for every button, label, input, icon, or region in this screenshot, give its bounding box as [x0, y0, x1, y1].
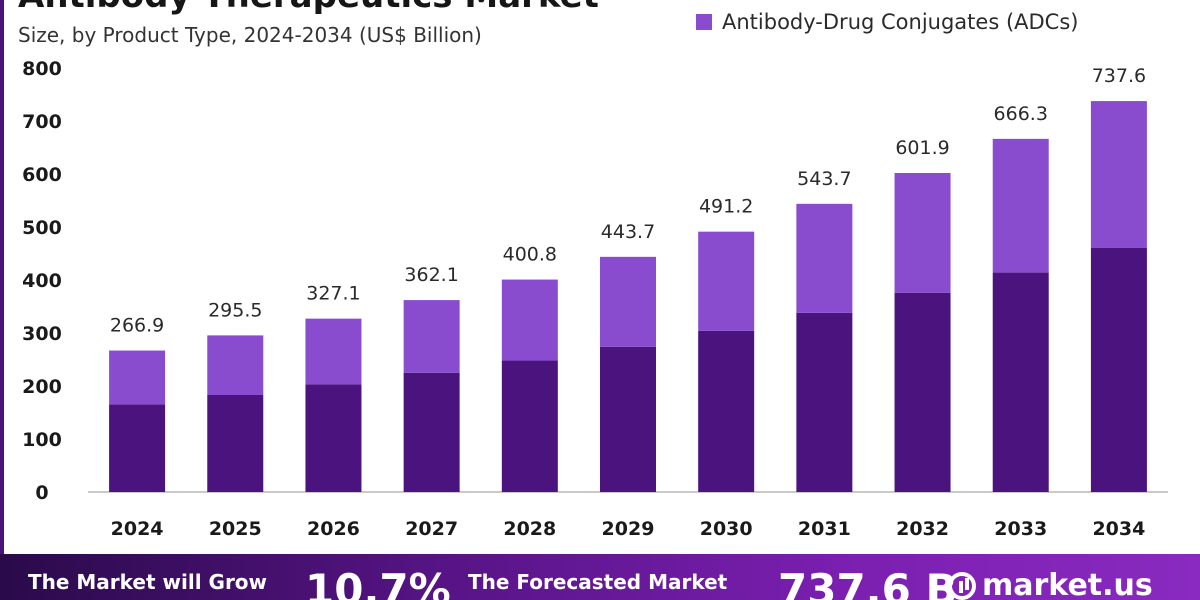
y-tick-label: 800: [22, 58, 62, 80]
bar-segment-adcs: [894, 172, 951, 293]
bar-segment-bottom: [403, 372, 460, 492]
y-tick-label: 500: [22, 217, 62, 239]
bar-segment-adcs: [1090, 101, 1147, 248]
bar-total-label: 491.2: [699, 196, 753, 218]
footer-banner: The Market will Grow 10.7% The Forecaste…: [0, 554, 1200, 600]
bar-segment-bottom: [305, 384, 362, 492]
bar-segment-bottom: [698, 330, 755, 492]
bar-segment-adcs: [403, 300, 460, 373]
y-tick-label: 0: [35, 482, 48, 504]
bar-total-label: 400.8: [503, 244, 557, 266]
bar-total-label: 543.7: [797, 168, 851, 190]
growth-value: 10.7%: [305, 565, 451, 600]
y-tick-label: 200: [22, 376, 62, 398]
x-tick-label: 2030: [700, 518, 753, 540]
y-tick-label: 100: [22, 429, 62, 451]
y-tick-label: 400: [22, 270, 62, 292]
left-accent-bar: [0, 0, 4, 555]
x-tick-label: 2033: [994, 518, 1047, 540]
bar-total-label: 362.1: [404, 264, 458, 286]
x-tick-label: 2031: [798, 518, 851, 540]
bar-segment-adcs: [109, 350, 166, 405]
bar-total-label: 666.3: [994, 103, 1048, 125]
bar-segment-adcs: [501, 279, 558, 361]
x-tick-label: 2029: [602, 518, 655, 540]
x-tick-label: 2024: [111, 518, 164, 540]
chart-title: Antibody Therapeutics Market: [18, 0, 599, 16]
bar-segment-adcs: [796, 203, 853, 313]
bar-segment-bottom: [600, 346, 656, 492]
bar-segment-bottom: [501, 360, 558, 492]
market-us-logo-icon: [948, 571, 976, 600]
bar-segment-bottom: [1090, 247, 1147, 492]
bar-segment-bottom: [109, 404, 166, 492]
chart-subtitle: Size, by Product Type, 2024-2034 (US$ Bi…: [18, 23, 482, 47]
bar-total-label: 295.5: [208, 299, 262, 321]
bar-segment-adcs: [992, 138, 1049, 273]
bar-total-label: 266.9: [110, 315, 164, 337]
bar-chart: 0 100 200 300 400 500 600 700 800 266.9 2024 295.5 2…: [22, 58, 1168, 540]
bar-segment-bottom: [894, 292, 951, 492]
bar-total-label: 443.7: [601, 221, 655, 243]
forecast-text: The Forecasted Market: [468, 570, 728, 594]
brand-name: market.us: [982, 568, 1153, 600]
bar-segment-bottom: [992, 272, 1049, 492]
legend-label-adcs: Antibody-Drug Conjugates (ADCs): [722, 10, 1079, 34]
x-tick-label: 2026: [307, 518, 360, 540]
brand-logo[interactable]: market.us: [948, 568, 1153, 600]
x-tick-label: 2034: [1092, 518, 1145, 540]
y-tick-label: 300: [22, 323, 62, 345]
bar-segment-adcs: [698, 231, 755, 331]
bar-segment-bottom: [796, 312, 853, 492]
bar-total-label: 601.9: [895, 137, 949, 159]
x-tick-label: 2025: [209, 518, 262, 540]
bar-segment-adcs: [600, 256, 656, 347]
legend: Antibody-Drug Conjugates (ADCs): [696, 10, 1078, 34]
y-tick-label: 700: [22, 111, 62, 133]
legend-swatch-adcs: [696, 14, 712, 30]
y-tick-label: 600: [22, 164, 62, 186]
bar-total-label: 737.6: [1092, 65, 1146, 87]
bar-segment-adcs: [207, 335, 264, 396]
x-tick-label: 2027: [405, 518, 458, 540]
bar-total-label: 327.1: [306, 283, 360, 305]
bar-segment-bottom: [207, 395, 264, 492]
growth-text: The Market will Grow: [28, 570, 268, 594]
bar-segment-adcs: [305, 318, 362, 385]
forecast-value: 737.6 B: [778, 565, 958, 600]
x-tick-label: 2032: [896, 518, 949, 540]
x-tick-label: 2028: [503, 518, 556, 540]
